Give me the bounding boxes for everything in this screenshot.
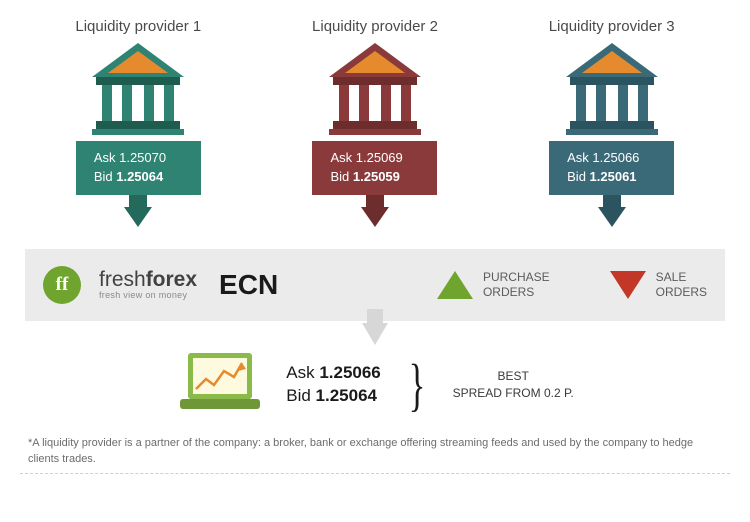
arrow-down-icon xyxy=(598,207,626,227)
provider-arrow xyxy=(124,195,152,227)
triangle-down-icon xyxy=(610,271,646,299)
result-bid-value: 1.25064 xyxy=(316,386,377,405)
provider-title: Liquidity provider 2 xyxy=(312,18,438,35)
quote-box: Ask 1.25069Bid 1.25059 xyxy=(312,141,437,195)
freshforex-logo-text: freshforex fresh view on money xyxy=(99,269,197,300)
provider-title: Liquidity provider 3 xyxy=(549,18,675,35)
sale-orders-label: SALE ORDERS xyxy=(656,270,707,300)
arrow-down-icon xyxy=(361,207,389,227)
quote-box: Ask 1.25070Bid 1.25064 xyxy=(76,141,201,195)
freshforex-badge-icon: ff xyxy=(43,266,81,304)
bank-building-icon xyxy=(325,43,425,135)
ask-line: Ask 1.25066 xyxy=(567,149,656,168)
result-ask-value: 1.25066 xyxy=(319,363,380,382)
provider-2: Liquidity provider 2 Ask 1.25069Bid 1.250… xyxy=(275,18,475,227)
footnote-text: *A liquidity provider is a partner of th… xyxy=(28,436,722,468)
logo-word-bold: forex xyxy=(146,268,197,291)
quote-box: Ask 1.25066Bid 1.25061 xyxy=(549,141,674,195)
curly-brace-icon: } xyxy=(408,362,425,408)
bid-line: Bid 1.25064 xyxy=(94,168,183,187)
provider-1: Liquidity provider 1 Ask 1.25070Bid 1.250… xyxy=(38,18,238,227)
providers-row: Liquidity provider 1Ask 1.25070Bid 1.250… xyxy=(0,0,750,227)
divider-line xyxy=(20,473,730,474)
ecn-label: ECN xyxy=(219,269,278,301)
best-quote-block: Ask 1.25066 Bid 1.25064 xyxy=(286,362,381,408)
logo-word-light: fresh xyxy=(99,268,146,291)
result-ask-label: Ask xyxy=(286,363,314,382)
result-bid-label: Bid xyxy=(286,386,311,405)
provider-3: Liquidity provider 3 Ask 1.25066Bid 1.250… xyxy=(512,18,712,227)
result-row: Ask 1.25066 Bid 1.25064 } BEST SPREAD FR… xyxy=(0,351,750,420)
triangle-up-icon xyxy=(437,271,473,299)
purchase-orders-marker: PURCHASE ORDERS xyxy=(437,270,550,300)
bank-building-icon xyxy=(562,43,662,135)
best-spread-label: BEST SPREAD FROM 0.2 P. xyxy=(453,368,574,402)
arrow-down-icon xyxy=(124,207,152,227)
provider-arrow xyxy=(598,195,626,227)
logo-tagline: fresh view on money xyxy=(99,291,197,300)
provider-arrow xyxy=(361,195,389,227)
purchase-orders-label: PURCHASE ORDERS xyxy=(483,270,550,300)
ecn-down-arrow xyxy=(0,323,750,345)
bid-line: Bid 1.25059 xyxy=(330,168,419,187)
ask-line: Ask 1.25070 xyxy=(94,149,183,168)
bank-building-icon xyxy=(88,43,188,135)
sale-orders-marker: SALE ORDERS xyxy=(610,270,707,300)
bid-line: Bid 1.25061 xyxy=(567,168,656,187)
provider-title: Liquidity provider 1 xyxy=(75,18,201,35)
ask-line: Ask 1.25069 xyxy=(330,149,419,168)
laptop-chart-icon xyxy=(176,351,264,420)
